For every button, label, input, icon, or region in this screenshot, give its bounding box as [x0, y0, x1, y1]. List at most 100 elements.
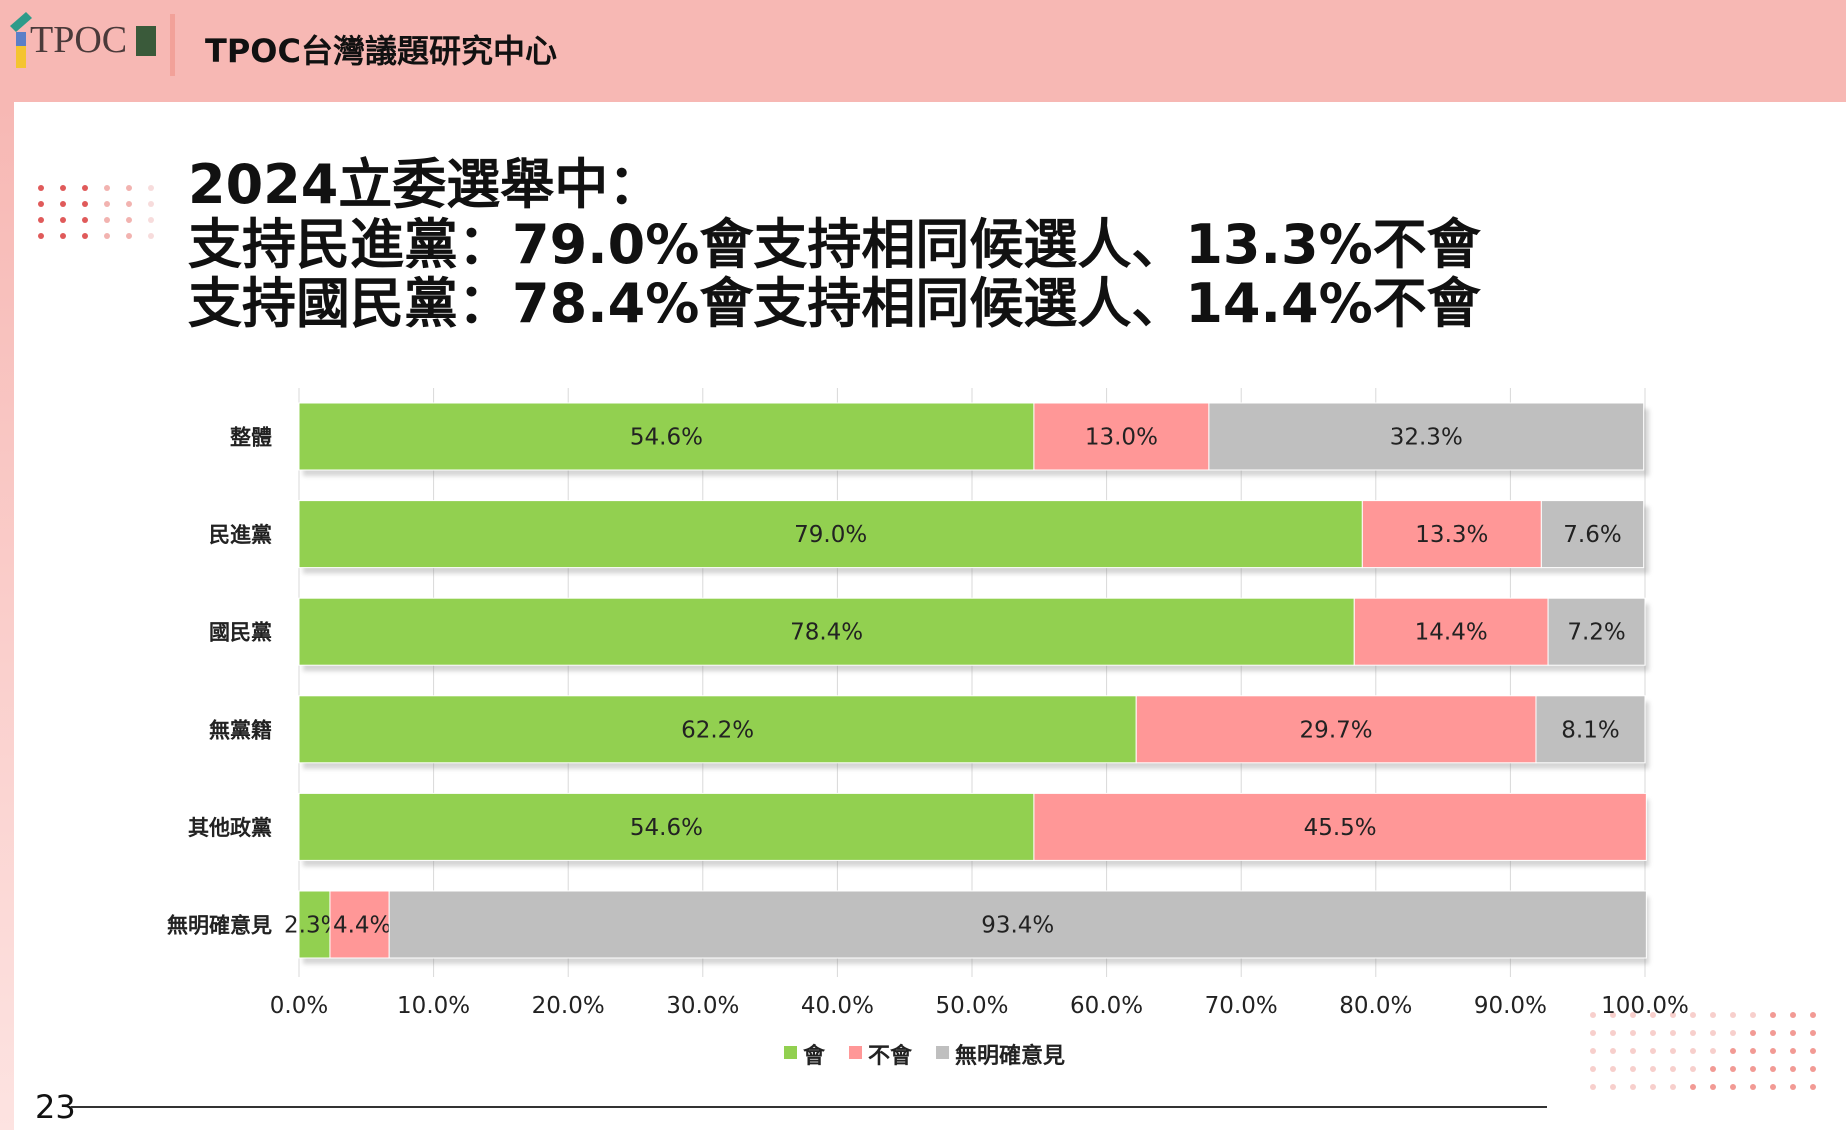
data-label: 62.2%	[681, 717, 754, 743]
dot	[60, 217, 66, 223]
dot	[1730, 1030, 1736, 1036]
x-tick-label: 30.0%	[666, 993, 739, 1019]
dot	[104, 185, 110, 191]
dot	[1770, 1084, 1776, 1090]
page-number: 23	[35, 1088, 76, 1126]
bar-segment-無明確意見	[1208, 402, 1645, 471]
category-label: 民進黨	[209, 523, 272, 547]
bar-segment-會	[298, 890, 331, 959]
organization-name: TPOC台灣議題研究中心	[205, 32, 557, 70]
bar-segment-無明確意見	[1547, 597, 1646, 666]
dot	[1810, 1012, 1816, 1018]
dot	[1630, 1084, 1636, 1090]
x-tick-label: 0.0%	[270, 993, 328, 1019]
dot	[1770, 1030, 1776, 1036]
legend-label: 會	[803, 1043, 826, 1069]
dot	[82, 217, 88, 223]
category-label: 其他政黨	[188, 816, 272, 840]
dot	[126, 233, 132, 239]
category-label: 無明確意見	[167, 914, 272, 938]
bar-segment-不會	[329, 890, 390, 959]
dot	[82, 185, 88, 191]
dot	[1710, 1030, 1716, 1036]
dot	[1670, 1012, 1676, 1018]
x-tick-label: 10.0%	[397, 993, 470, 1019]
dot	[1590, 1030, 1596, 1036]
bar-segment-不會	[1353, 597, 1549, 666]
x-tick-label: 50.0%	[935, 993, 1008, 1019]
dot	[1630, 1030, 1636, 1036]
legend-label: 無明確意見	[955, 1043, 1065, 1069]
dot	[1730, 1084, 1736, 1090]
dot	[1690, 1084, 1696, 1090]
dot	[1590, 1066, 1596, 1072]
x-tick-label: 20.0%	[532, 993, 605, 1019]
dot	[148, 185, 154, 191]
dot	[1670, 1084, 1676, 1090]
data-label: 45.5%	[1304, 815, 1377, 841]
dot	[1810, 1030, 1816, 1036]
bar-segment-無明確意見	[1535, 695, 1646, 764]
dot	[1670, 1066, 1676, 1072]
data-label: 54.6%	[630, 815, 703, 841]
dot	[1790, 1048, 1796, 1054]
dot	[1710, 1084, 1716, 1090]
dot	[1810, 1066, 1816, 1072]
dot	[1790, 1084, 1796, 1090]
dot	[1770, 1012, 1776, 1018]
dot	[104, 233, 110, 239]
slide-title-line-3: 支持國民黨：78.4%會支持相同候選人、14.4%不會	[188, 272, 1481, 335]
decorative-dots	[1590, 1012, 1816, 1090]
data-label: 54.6%	[630, 425, 703, 451]
dot	[104, 201, 110, 207]
dot	[126, 201, 132, 207]
dot	[126, 185, 132, 191]
data-label: 32.3%	[1390, 425, 1463, 451]
dot	[1750, 1084, 1756, 1090]
dot	[1690, 1030, 1696, 1036]
dot	[104, 217, 110, 223]
bar-segment-會	[298, 792, 1035, 861]
x-tick-label: 80.0%	[1339, 993, 1412, 1019]
bar-segment-無明確意見	[388, 890, 1647, 959]
bar-segment-不會	[1361, 500, 1542, 569]
decorative-dots	[38, 185, 154, 239]
dot	[148, 233, 154, 239]
dot	[1770, 1066, 1776, 1072]
data-label: 4.4%	[333, 913, 391, 939]
dot	[1650, 1048, 1656, 1054]
logo-text: TPOC	[30, 19, 128, 61]
dot	[1710, 1048, 1716, 1054]
dot	[1670, 1030, 1676, 1036]
x-tick-label: 40.0%	[801, 993, 874, 1019]
dot	[1610, 1012, 1616, 1018]
dot	[1610, 1030, 1616, 1036]
data-label: 14.4%	[1415, 620, 1488, 646]
category-label: 無黨籍	[209, 718, 272, 742]
dot	[1670, 1048, 1676, 1054]
data-label: 13.3%	[1415, 522, 1488, 548]
dot	[38, 185, 44, 191]
dot	[82, 201, 88, 207]
dot	[126, 217, 132, 223]
bar-segment-不會	[1033, 792, 1647, 861]
bar-segment-不會	[1135, 695, 1537, 764]
dot	[1630, 1048, 1636, 1054]
data-label: 13.0%	[1085, 425, 1158, 451]
dot	[1810, 1048, 1816, 1054]
slide-title-line-1: 2024立委選舉中：	[188, 153, 663, 216]
dot	[148, 217, 154, 223]
left-accent-strip	[0, 102, 14, 1130]
data-label: 78.4%	[790, 620, 863, 646]
data-label: 7.6%	[1563, 522, 1621, 548]
dot	[1610, 1084, 1616, 1090]
bar-segment-不會	[1033, 402, 1210, 471]
data-label: 8.1%	[1561, 717, 1619, 743]
bar-segment-會	[298, 500, 1363, 569]
dot	[1650, 1012, 1656, 1018]
dot	[82, 233, 88, 239]
x-tick-label: 90.0%	[1474, 993, 1547, 1019]
dot	[1630, 1066, 1636, 1072]
dot	[38, 233, 44, 239]
dot	[60, 201, 66, 207]
